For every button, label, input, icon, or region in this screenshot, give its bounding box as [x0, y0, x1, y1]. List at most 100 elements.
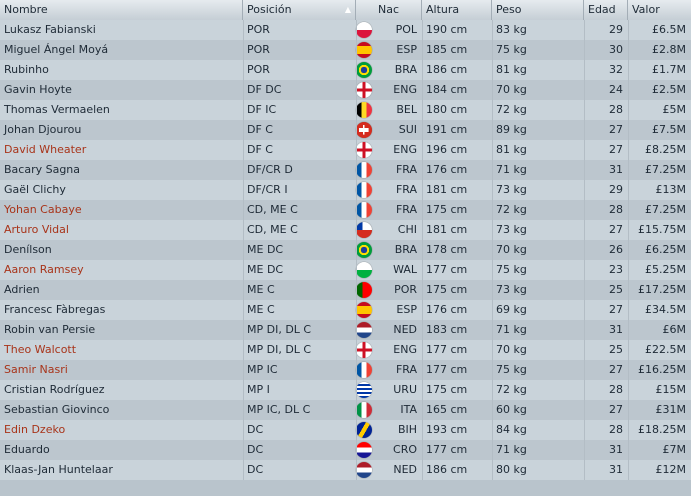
player-name-cell[interactable]: Yohan Cabaye	[4, 203, 82, 216]
column-separator	[422, 460, 423, 480]
column-header-nac[interactable]: Nac	[356, 0, 422, 20]
player-name-cell[interactable]: Francesc Fàbregas	[4, 303, 106, 316]
table-row[interactable]: Eduardo DC CRO 177 cm 71 kg 31 £7M	[0, 440, 691, 460]
height-cell: 196 cm	[426, 143, 468, 156]
table-row[interactable]: Sebastian Giovinco MP IC, DL C ITA 165 cm 60…	[0, 400, 691, 420]
player-name-cell[interactable]: Miguel Ángel Moyá	[4, 43, 109, 56]
table-row[interactable]: Edin Dzeko DC BIH 193 cm 84 kg 28 £18.25M	[0, 420, 691, 440]
nationality-cell: BRA	[394, 243, 417, 256]
column-header-edad[interactable]: Edad	[584, 0, 628, 20]
player-name-cell[interactable]: David Wheater	[4, 143, 87, 156]
table-row[interactable]: Johan Djourou DF C SUI 191 cm 89 kg 27 £7.5M	[0, 120, 691, 140]
column-separator	[492, 340, 493, 360]
player-name-cell[interactable]: Edin Dzeko	[4, 423, 66, 436]
age-cell: 29	[609, 183, 623, 196]
player-name-cell[interactable]: Adrien	[4, 283, 40, 296]
weight-cell: 73 kg	[496, 283, 527, 296]
column-separator	[356, 460, 357, 480]
player-name-cell[interactable]: Gaël Clichy	[4, 183, 66, 196]
table-row[interactable]: Arturo Vidal CD, ME C CHI 181 cm 73 kg 27 £15.…	[0, 220, 691, 240]
table-row[interactable]: David Wheater DF C ENG 196 cm 81 kg 27 £8.25M	[0, 140, 691, 160]
column-separator	[584, 260, 585, 280]
table-row[interactable]: Miguel Ángel Moyá POR ESP 185 cm 75 kg 30 £2.8…	[0, 40, 691, 60]
value-cell: £34.5M	[645, 303, 686, 316]
nationality-cell: BEL	[396, 103, 417, 116]
player-name-cell[interactable]: Sebastian Giovinco	[4, 403, 110, 416]
table-row[interactable]: Cristian Rodríguez MP I URU 175 cm 72 kg 28 £1…	[0, 380, 691, 400]
weight-cell: 70 kg	[496, 243, 527, 256]
column-header-peso[interactable]: Peso	[492, 0, 584, 20]
table-row[interactable]: Samir Nasri MP IC FRA 177 cm 75 kg 27 £16.25M	[0, 360, 691, 380]
column-header-nombre[interactable]: Nombre	[0, 0, 243, 20]
value-cell: £31M	[655, 403, 687, 416]
column-separator	[628, 420, 629, 440]
nationality-cell: BRA	[394, 63, 417, 76]
table-row[interactable]: Robin van Persie MP DI, DL C NED 183 cm 71 k…	[0, 320, 691, 340]
column-separator	[243, 400, 244, 420]
player-name-cell[interactable]: Rubinho	[4, 63, 49, 76]
column-separator	[628, 40, 629, 60]
column-separator	[422, 220, 423, 240]
table-row[interactable]: Thomas Vermaelen DF IC BEL 180 cm 72 kg 28 £5M	[0, 100, 691, 120]
weight-cell: 60 kg	[496, 403, 527, 416]
table-row[interactable]: Lukasz Fabianski POR POL 190 cm 83 kg 29 £6.5M	[0, 20, 691, 40]
table-row[interactable]: Francesc Fàbregas ME C ESP 176 cm 69 kg 27 £34…	[0, 300, 691, 320]
player-name-cell[interactable]: Gavin Hoyte	[4, 83, 72, 96]
player-name-cell[interactable]: Aaron Ramsey	[4, 263, 84, 276]
column-separator	[243, 440, 244, 460]
column-separator	[422, 100, 423, 120]
table-row[interactable]: Rubinho POR BRA 186 cm 81 kg 32 £1.7M	[0, 60, 691, 80]
chi-flag-icon	[356, 222, 372, 238]
player-name-cell[interactable]: Robin van Persie	[4, 323, 96, 336]
table-row[interactable]: Denílson ME DC BRA 178 cm 70 kg 26 £6.25M	[0, 240, 691, 260]
column-header-posicion[interactable]: Posición ▲	[243, 0, 356, 20]
fra-flag-icon	[356, 162, 372, 178]
column-header-altura[interactable]: Altura	[422, 0, 492, 20]
player-name-cell[interactable]: Eduardo	[4, 443, 50, 456]
position-cell: CD, ME C	[247, 223, 298, 236]
player-name-cell[interactable]: Arturo Vidal	[4, 223, 69, 236]
player-name-cell[interactable]: Bacary Sagna	[4, 163, 81, 176]
age-cell: 23	[609, 263, 623, 276]
player-name-cell[interactable]: Samir Nasri	[4, 363, 68, 376]
age-cell: 31	[609, 163, 623, 176]
height-cell: 177 cm	[426, 343, 468, 356]
table-row[interactable]: Theo Walcott MP DI, DL C ENG 177 cm 70 kg 25 £…	[0, 340, 691, 360]
column-separator	[356, 240, 357, 260]
column-separator	[356, 120, 357, 140]
column-separator	[584, 460, 585, 480]
table-row[interactable]: Gavin Hoyte DF DC ENG 184 cm 70 kg 24 £2.5M	[0, 80, 691, 100]
table-row[interactable]: Gaël Clichy DF/CR I FRA 181 cm 73 kg 29 £13M	[0, 180, 691, 200]
player-name-cell[interactable]: Johan Djourou	[4, 123, 82, 136]
table-row[interactable]: Yohan Cabaye CD, ME C FRA 175 cm 72 kg 28 £7.2…	[0, 200, 691, 220]
column-separator	[356, 400, 357, 420]
table-row[interactable]: Adrien ME C POR 175 cm 73 kg 25 £17.25M	[0, 280, 691, 300]
table-row[interactable]: Aaron Ramsey ME DC WAL 177 cm 75 kg 23 £5.25M	[0, 260, 691, 280]
column-separator	[243, 460, 244, 480]
column-separator	[422, 140, 423, 160]
position-cell: CD, ME C	[247, 203, 298, 216]
player-name-cell[interactable]: Lukasz Fabianski	[4, 23, 96, 36]
position-cell: DC	[247, 443, 264, 456]
column-separator	[584, 400, 585, 420]
table-row[interactable]: Klaas-Jan Huntelaar DC NED 186 cm 80 kg 31 £12…	[0, 460, 691, 480]
height-cell: 177 cm	[426, 263, 468, 276]
table-row[interactable]: Bacary Sagna DF/CR D FRA 176 cm 71 kg 31 £7.25…	[0, 160, 691, 180]
column-separator	[492, 420, 493, 440]
player-name-cell[interactable]: Klaas-Jan Huntelaar	[4, 463, 113, 476]
weight-cell: 84 kg	[496, 423, 527, 436]
position-cell: DF DC	[247, 83, 282, 96]
column-separator	[356, 440, 357, 460]
column-separator	[243, 120, 244, 140]
weight-cell: 80 kg	[496, 463, 527, 476]
player-name-cell[interactable]: Thomas Vermaelen	[4, 103, 110, 116]
column-separator	[422, 360, 423, 380]
column-separator	[356, 380, 357, 400]
player-name-cell[interactable]: Cristian Rodríguez	[4, 383, 105, 396]
nationality-cell: BIH	[397, 423, 417, 436]
value-cell: £12M	[655, 463, 687, 476]
height-cell: 175 cm	[426, 203, 468, 216]
player-name-cell[interactable]: Denílson	[4, 243, 52, 256]
column-header-valor[interactable]: Valor	[632, 3, 660, 16]
player-name-cell[interactable]: Theo Walcott	[4, 343, 77, 356]
